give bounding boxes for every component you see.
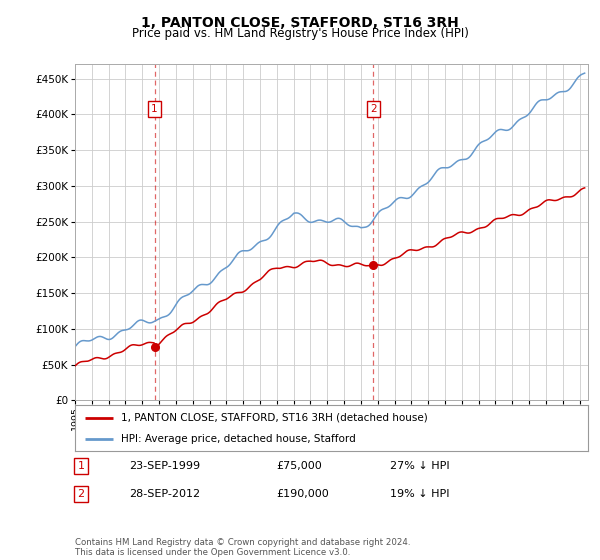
Text: 28-SEP-2012: 28-SEP-2012 [129,489,200,499]
Text: 2: 2 [370,104,377,114]
Text: £75,000: £75,000 [276,461,322,471]
Text: 1, PANTON CLOSE, STAFFORD, ST16 3RH: 1, PANTON CLOSE, STAFFORD, ST16 3RH [141,16,459,30]
Text: 1: 1 [77,461,85,471]
Text: Contains HM Land Registry data © Crown copyright and database right 2024.
This d: Contains HM Land Registry data © Crown c… [75,538,410,557]
Text: 1, PANTON CLOSE, STAFFORD, ST16 3RH (detached house): 1, PANTON CLOSE, STAFFORD, ST16 3RH (det… [121,413,428,423]
Text: £190,000: £190,000 [276,489,329,499]
Text: 23-SEP-1999: 23-SEP-1999 [129,461,200,471]
Text: 1: 1 [151,104,158,114]
Text: 27% ↓ HPI: 27% ↓ HPI [390,461,449,471]
Text: 2: 2 [77,489,85,499]
Text: HPI: Average price, detached house, Stafford: HPI: Average price, detached house, Staf… [121,435,356,444]
Text: Price paid vs. HM Land Registry's House Price Index (HPI): Price paid vs. HM Land Registry's House … [131,27,469,40]
Text: 19% ↓ HPI: 19% ↓ HPI [390,489,449,499]
